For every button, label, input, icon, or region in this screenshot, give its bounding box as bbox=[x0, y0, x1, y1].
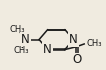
Text: CH₃: CH₃ bbox=[87, 39, 102, 48]
Text: N: N bbox=[69, 33, 78, 46]
Text: CH₃: CH₃ bbox=[14, 46, 29, 55]
Text: N: N bbox=[43, 43, 52, 56]
Text: N: N bbox=[21, 33, 30, 46]
Text: O: O bbox=[72, 53, 82, 66]
Text: CH₃: CH₃ bbox=[10, 25, 25, 34]
